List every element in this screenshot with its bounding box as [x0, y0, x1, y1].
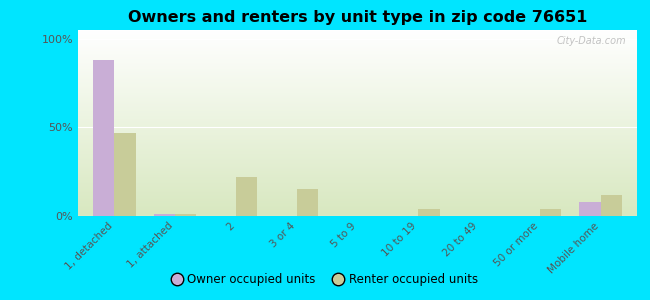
Bar: [154, 214, 176, 216]
Bar: [418, 209, 439, 216]
Bar: [297, 189, 318, 216]
Bar: [601, 195, 622, 216]
Bar: [114, 133, 136, 216]
Legend: Owner occupied units, Renter occupied units: Owner occupied units, Renter occupied un…: [167, 269, 483, 291]
Title: Owners and renters by unit type in zip code 76651: Owners and renters by unit type in zip c…: [128, 10, 587, 25]
Bar: [176, 214, 196, 216]
Text: City-Data.com: City-Data.com: [556, 36, 626, 46]
Bar: [579, 202, 601, 216]
Bar: [93, 60, 114, 216]
Bar: [236, 177, 257, 216]
Bar: [540, 209, 561, 216]
